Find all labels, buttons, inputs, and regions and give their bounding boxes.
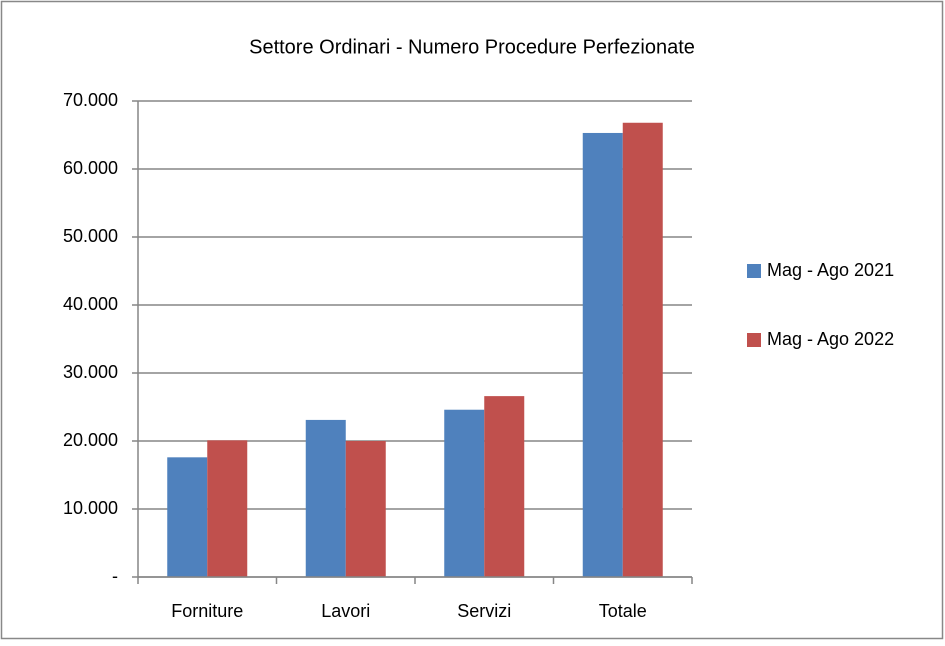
bar	[345, 441, 386, 577]
y-tick-label: 60.000	[63, 158, 118, 178]
legend-label: Mag - Ago 2021	[767, 260, 894, 280]
chart-title: Settore Ordinari - Numero Procedure Perf…	[249, 36, 695, 58]
x-tick-label: Forniture	[171, 601, 243, 621]
legend-swatch	[747, 264, 761, 278]
bar	[622, 122, 663, 577]
bar	[305, 419, 346, 577]
x-tick-label: Servizi	[457, 601, 511, 621]
bar	[207, 440, 248, 577]
legend-swatch	[747, 333, 761, 347]
x-tick-label: Lavori	[321, 601, 370, 621]
bar	[167, 457, 208, 577]
bar	[582, 132, 623, 577]
y-tick-label: 70.000	[63, 90, 118, 110]
y-tick-label: 30.000	[63, 362, 118, 382]
bar	[444, 409, 485, 577]
legend-label: Mag - Ago 2022	[767, 329, 894, 349]
bar	[484, 396, 525, 577]
y-tick-label: -	[112, 566, 118, 586]
y-tick-label: 10.000	[63, 498, 118, 518]
y-tick-label: 20.000	[63, 430, 118, 450]
y-tick-label: 40.000	[63, 294, 118, 314]
y-tick-label: 50.000	[63, 226, 118, 246]
x-tick-label: Totale	[599, 601, 647, 621]
